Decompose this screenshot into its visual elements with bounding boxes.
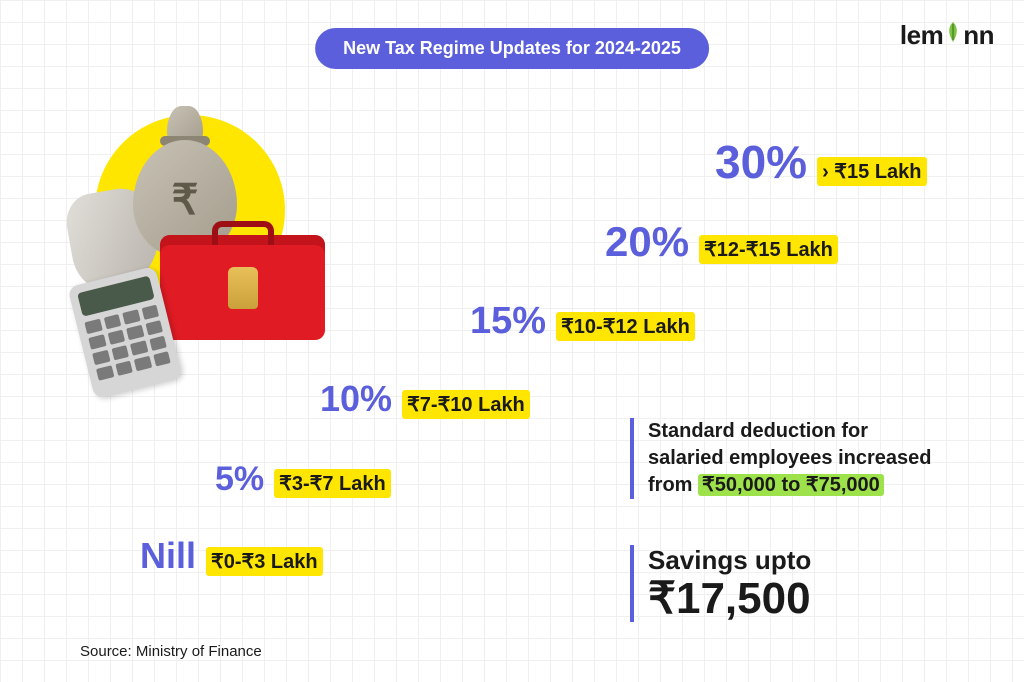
tax-slab: 15% ₹10-₹12 Lakh	[470, 300, 695, 343]
tax-slab: 20% ₹12-₹15 Lakh	[605, 218, 838, 266]
deduction-line1: Standard deduction for	[648, 420, 868, 442]
slab-range: ₹3-₹7 Lakh	[274, 469, 391, 498]
deduction-line2: salaried employees increased	[648, 447, 932, 469]
slab-range: › ₹15 Lakh	[817, 157, 926, 186]
slab-range: ₹10-₹12 Lakh	[556, 312, 695, 341]
deduction-highlight: ₹50,000 to ₹75,000	[698, 474, 884, 496]
slab-percent: Nill	[140, 535, 196, 577]
source-attribution: Source: Ministry of Finance	[80, 643, 262, 660]
tax-slab: 30% › ₹15 Lakh	[715, 135, 927, 189]
tax-slab: 5% ₹3-₹7 Lakh	[215, 460, 391, 499]
deduction-line3-prefix: from	[648, 474, 698, 496]
logo-text-before: lem	[900, 20, 943, 50]
national-emblem-icon	[228, 267, 258, 309]
deduction-text: Standard deduction for salaried employee…	[648, 418, 932, 499]
logo-text-after: nn	[963, 20, 994, 50]
savings-callout: Savings upto ₹17,500	[630, 545, 811, 622]
slab-range: ₹7-₹10 Lakh	[402, 390, 530, 419]
tax-slab: 10% ₹7-₹10 Lakh	[320, 378, 530, 420]
slab-range: ₹12-₹15 Lakh	[699, 235, 838, 264]
budget-briefcase-icon	[160, 235, 325, 340]
savings-label: Savings upto	[648, 545, 811, 576]
slab-percent: 10%	[320, 378, 392, 420]
slab-percent: 5%	[215, 460, 264, 499]
slab-percent: 30%	[715, 135, 807, 189]
deduction-callout: Standard deduction for salaried employee…	[630, 418, 932, 499]
brand-logo: lemnn	[900, 20, 994, 51]
slab-percent: 15%	[470, 300, 546, 343]
leaf-icon	[943, 20, 963, 44]
title-pill: New Tax Regime Updates for 2024-2025	[315, 28, 709, 69]
tax-slab: Nill ₹0-₹3 Lakh	[140, 535, 323, 577]
page-title: New Tax Regime Updates for 2024-2025	[343, 38, 681, 58]
slab-percent: 20%	[605, 218, 689, 266]
slab-range: ₹0-₹3 Lakh	[206, 547, 323, 576]
savings-amount: ₹17,500	[648, 576, 811, 622]
source-text: Source: Ministry of Finance	[80, 643, 262, 660]
hero-illustration: ₹	[40, 80, 340, 350]
